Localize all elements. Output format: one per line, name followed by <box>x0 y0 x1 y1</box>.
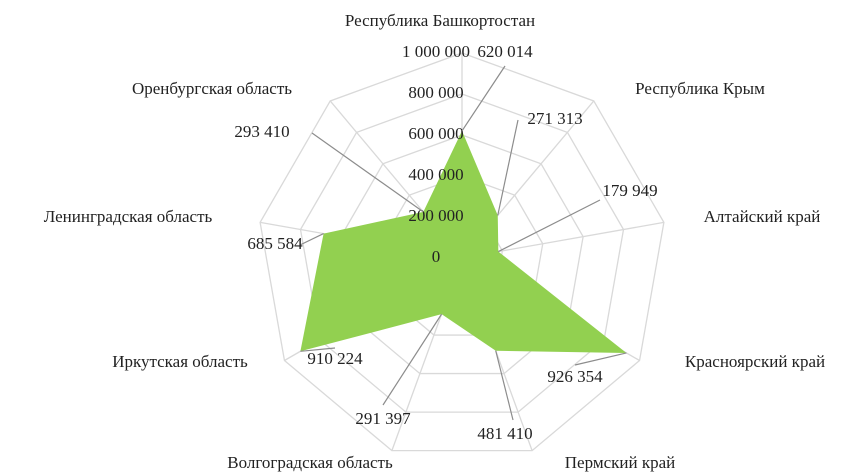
axis-tick-label: 400 000 <box>408 165 463 184</box>
data-label: 179 949 <box>602 181 657 200</box>
leader-line <box>495 350 514 421</box>
category-label: Республика Башкортостан <box>345 11 535 30</box>
leader-line <box>497 119 519 216</box>
grid-ring <box>340 134 584 375</box>
data-label: 481 410 <box>477 424 532 443</box>
grid-ring <box>299 93 625 413</box>
category-label: Иркутская область <box>112 352 248 371</box>
category-label: Пермский край <box>565 453 675 472</box>
axis-tick-label: 800 000 <box>408 83 463 102</box>
leader-line <box>574 352 627 366</box>
category-label: Ленинградская область <box>44 207 213 226</box>
category-label: Алтайский край <box>704 207 821 226</box>
data-label: 620 014 <box>477 42 533 61</box>
category-label: Республика Крым <box>635 79 765 98</box>
data-label: 910 224 <box>307 349 363 368</box>
category-label: Волгоградская область <box>227 453 393 472</box>
category-label: Красноярский край <box>685 352 825 371</box>
data-label: 926 354 <box>547 367 603 386</box>
data-label: 293 410 <box>234 122 289 141</box>
axis-tick-label: 200 000 <box>408 206 463 225</box>
grid-ring <box>259 52 665 452</box>
data-label: 685 584 <box>247 234 303 253</box>
category-label: Оренбургская область <box>132 79 292 98</box>
radar-area <box>300 130 627 353</box>
leader-line <box>382 313 443 406</box>
data-label: 271 313 <box>527 109 582 128</box>
leader-line <box>299 233 324 246</box>
axis-tick-label: 600 000 <box>408 124 463 143</box>
leader-line <box>311 132 424 213</box>
axis-tick-label: 0 <box>432 247 441 266</box>
leader-line <box>300 347 336 352</box>
axis-tick-label: 1 000 000 <box>402 42 470 61</box>
leader-line <box>461 65 506 132</box>
leader-line <box>498 199 601 253</box>
data-label: 291 397 <box>355 409 411 428</box>
